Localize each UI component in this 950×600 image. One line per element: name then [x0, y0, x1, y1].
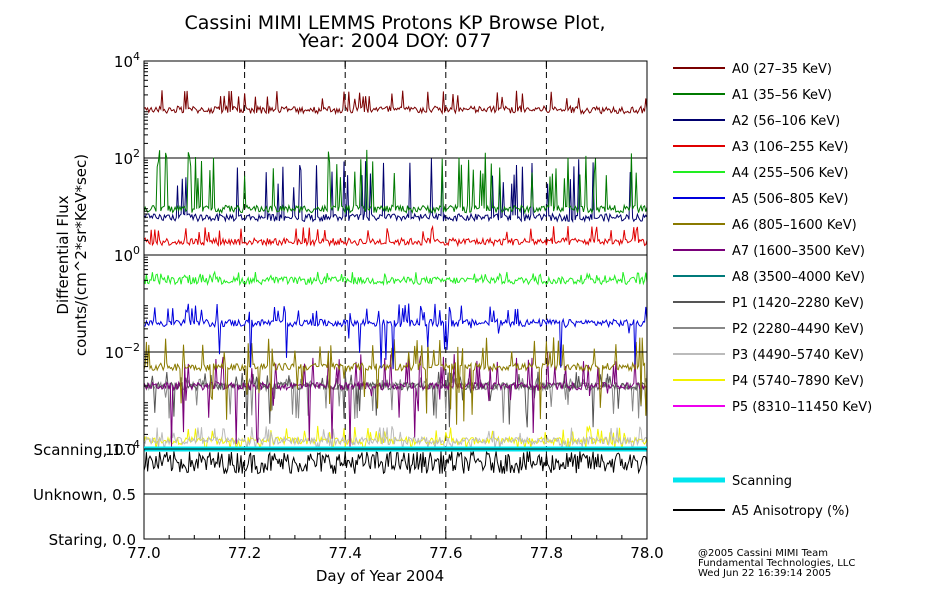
series-line-a1 — [143, 149, 648, 215]
series-line-a3 — [143, 224, 648, 248]
scan-y-tick-label: Staring, 0.0 — [49, 531, 136, 549]
legend-label: A6 (805–1600 KeV) — [732, 218, 857, 233]
series-line-p3 — [143, 426, 648, 450]
flux-grid — [144, 61, 647, 449]
legend-label: P4 (5740–7890 KeV) — [732, 374, 864, 389]
scan-series-group — [143, 446, 648, 475]
x-tick-label: 77.6 — [429, 544, 462, 562]
scan-y-tick-label: Unknown, 0.5 — [33, 486, 136, 504]
x-tick-label: 77.4 — [328, 544, 361, 562]
flux-legend: A0 (27–35 KeV) A1 (35–56 KeV) A2 (56–106 K… — [673, 62, 872, 415]
credit-line-3: Wed Jun 22 16:39:14 2005 — [698, 568, 831, 579]
y-axis-label: Differential Flux — [54, 195, 72, 314]
credit-line-2: Fundamental Technologies, LLC — [698, 558, 855, 569]
series-line-a5 — [143, 303, 648, 369]
legend-label: P2 (2280–4490 KeV) — [732, 322, 864, 337]
series-line-a2 — [143, 158, 648, 224]
scan-y-ticks: Scanning, 1.0 Unknown, 0.5 Staring, 0.0 — [33, 441, 136, 549]
x-tick-label: 77.2 — [228, 544, 261, 562]
credit-line-1: @2005 Cassini MIMI Team — [698, 548, 828, 559]
legend-label: P3 (4490–5740 KeV) — [732, 348, 864, 363]
flux-y-tick-label: 10−2 — [105, 341, 140, 362]
legend-label: A5 (506–805 KeV) — [732, 192, 848, 207]
legend-label: A1 (35–56 KeV) — [732, 88, 832, 103]
legend-label: P5 (8310–11450 KeV) — [732, 400, 872, 415]
x-tick-label: 78.0 — [630, 544, 663, 562]
series-line-a4 — [143, 270, 648, 287]
flux-y-ticks: 104 102 100 10−2 10−4 — [105, 50, 647, 459]
x-axis-label: Day of Year 2004 — [316, 567, 444, 585]
y-axis-units-label: counts/(cm^2*sr*KeV*sec) — [72, 154, 90, 356]
legend-label: A0 (27–35 KeV) — [732, 62, 832, 77]
flux-y-tick-label: 100 — [114, 244, 140, 265]
series-line-a0 — [143, 90, 648, 116]
x-tick-label: 77.0 — [127, 544, 160, 562]
legend-label: A2 (56–106 KeV) — [732, 114, 840, 129]
legend-label: A8 (3500–4000 KeV) — [732, 270, 865, 285]
chart-subtitle: Year: 2004 DOY: 077 — [297, 30, 491, 52]
flux-series-group — [143, 90, 648, 450]
flux-y-tick-label: 102 — [114, 147, 140, 168]
series-line-a5-anisotropy — [143, 450, 648, 475]
flux-y-tick-label: 104 — [114, 50, 140, 71]
scan-panel: Scanning, 1.0 Unknown, 0.5 Staring, 0.0 — [33, 441, 648, 549]
x-tick-label: 77.8 — [530, 544, 563, 562]
x-axis-ticks: 77.0 77.2 77.4 77.6 77.8 78.0 — [127, 61, 664, 562]
scan-y-tick-label: Scanning, 1.0 — [33, 441, 136, 459]
legend-label: P1 (1420–2280 KeV) — [732, 296, 864, 311]
legend-label: A3 (106–255 KeV) — [732, 140, 848, 155]
legend-label: A4 (255–506 KeV) — [732, 166, 848, 181]
scan-legend: Scanning A5 Anisotropy (%) — [673, 474, 849, 519]
legend-label: Scanning — [732, 474, 792, 489]
chart-title: Cassini MIMI LEMMS Protons KP Browse Plo… — [184, 12, 605, 34]
series-line-a6 — [143, 337, 648, 425]
series-line-p1 — [143, 371, 648, 428]
flux-y-tick-label: 10−4 — [105, 438, 140, 459]
legend-label: A5 Anisotropy (%) — [732, 504, 849, 519]
legend-label: A7 (1600–3500 KeV) — [732, 244, 865, 259]
flux-panel: 104 102 100 10−2 10−4 — [105, 50, 648, 459]
